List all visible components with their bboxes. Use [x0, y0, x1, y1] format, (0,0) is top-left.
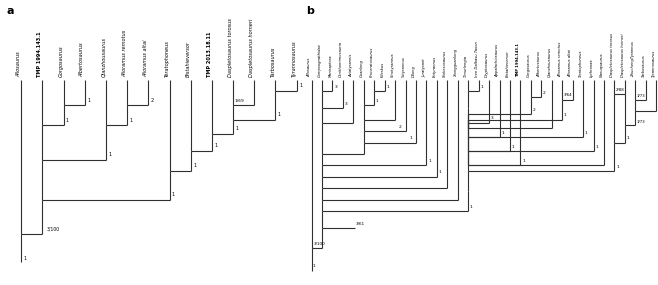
Text: TMP 2013.18.11: TMP 2013.18.11 [207, 31, 212, 77]
Text: Daspletosaurus torosus: Daspletosaurus torosus [611, 33, 615, 77]
Text: Lythronax: Lythronax [590, 58, 594, 77]
Text: 3/61: 3/61 [356, 222, 365, 226]
Text: Nanuqsaurus: Nanuqsaurus [600, 52, 604, 77]
Text: Allosaurus: Allosaurus [307, 58, 312, 77]
Text: Albertosaurus: Albertosaurus [80, 42, 85, 77]
Text: Appalachiosaurus: Appalachiosaurus [495, 44, 499, 77]
Text: 2: 2 [399, 125, 401, 129]
Text: 3: 3 [345, 102, 347, 106]
Text: 1: 1 [585, 131, 588, 135]
Text: 1: 1 [66, 117, 69, 123]
Text: Dryptosaurus: Dryptosaurus [485, 52, 489, 77]
Text: Aviatyrannis: Aviatyrannis [349, 54, 353, 77]
Text: Alioramus altai: Alioramus altai [569, 49, 572, 77]
Text: 1: 1 [130, 117, 133, 123]
Text: ZhuchengTyrannus: ZhuchengTyrannus [631, 41, 636, 77]
Text: Albertosaurus: Albertosaurus [538, 51, 542, 77]
Text: Timurlengia: Timurlengia [465, 55, 468, 77]
Text: Maniraptora: Maniraptora [328, 54, 332, 77]
Text: Alioramus altai: Alioramus altai [143, 39, 148, 77]
Text: 3/64: 3/64 [563, 93, 572, 97]
Text: 1: 1 [480, 85, 483, 89]
Text: 1/69: 1/69 [234, 99, 244, 103]
Text: Qianzhousaurus: Qianzhousaurus [101, 37, 106, 77]
Text: b: b [306, 6, 314, 16]
Text: Proceratosaurus: Proceratosaurus [370, 46, 374, 77]
Text: 1: 1 [24, 256, 27, 261]
Text: 2/88: 2/88 [615, 88, 624, 92]
Text: 1: 1 [439, 170, 442, 174]
Text: 1: 1 [470, 205, 472, 209]
Text: 1: 1 [313, 264, 315, 268]
Text: 1: 1 [512, 145, 515, 149]
Text: 1: 1 [299, 83, 302, 88]
Text: 1: 1 [172, 192, 175, 197]
Text: Tyrannosaurus: Tyrannosaurus [652, 50, 656, 77]
Text: 1: 1 [626, 136, 630, 140]
Text: Gorgosaurus: Gorgosaurus [527, 53, 531, 77]
Text: Bistahieversor: Bistahieversor [186, 41, 191, 77]
Text: TMP 1994.143.1: TMP 1994.143.1 [38, 31, 42, 77]
Text: 1: 1 [428, 159, 431, 163]
Text: Juratyrant: Juratyrant [422, 58, 426, 77]
Text: Xiongguanlong: Xiongguanlong [454, 49, 458, 77]
Text: Ornithomimosauria: Ornithomimosauria [339, 41, 343, 77]
Text: Eotyrannus: Eotyrannus [433, 56, 437, 77]
Text: Yutyrannus: Yutyrannus [401, 56, 405, 77]
Text: 3: 3 [491, 116, 494, 120]
Text: Iren Dalbasu Taxon: Iren Dalbasu Taxon [474, 41, 478, 77]
Text: Guanlong: Guanlong [360, 59, 364, 77]
Text: Tarbosaurus: Tarbosaurus [642, 54, 645, 77]
Text: 1: 1 [193, 163, 196, 168]
Text: 2: 2 [543, 91, 546, 95]
Text: TMP 1994.143.1: TMP 1994.143.1 [517, 43, 520, 77]
Text: Dilong: Dilong [412, 65, 416, 77]
Text: Allosaurus: Allosaurus [16, 51, 21, 77]
Text: Qianzhousaurus: Qianzhousaurus [547, 47, 552, 77]
Text: Tarbosaurus: Tarbosaurus [270, 46, 276, 77]
Text: 1/73: 1/73 [636, 120, 645, 124]
Text: Stokesosaurus: Stokesosaurus [443, 50, 447, 77]
Text: 1: 1 [376, 99, 379, 103]
Text: Tyrannosaurus: Tyrannosaurus [291, 40, 297, 77]
Text: Sinotyrannus: Sinotyrannus [391, 52, 395, 77]
Text: 1: 1 [595, 145, 598, 149]
Text: 1: 1 [215, 143, 217, 148]
Text: Daspletosaurus horneri: Daspletosaurus horneri [249, 19, 254, 77]
Text: 1: 1 [278, 112, 281, 117]
Text: 2/85: 2/85 [657, 105, 658, 109]
Text: 2: 2 [533, 108, 536, 112]
Text: 1: 1 [386, 85, 389, 89]
Text: Teratophoneus: Teratophoneus [164, 40, 170, 77]
Text: Kileskus: Kileskus [381, 62, 385, 77]
Text: 3/100: 3/100 [47, 226, 60, 231]
Text: Gorgosaurus: Gorgosaurus [59, 45, 64, 77]
Text: 2: 2 [151, 97, 154, 103]
Text: Daspletosaurus torosus: Daspletosaurus torosus [228, 18, 233, 77]
Text: 3: 3 [334, 85, 337, 89]
Text: 3/100: 3/100 [313, 242, 325, 246]
Text: 1: 1 [617, 165, 619, 169]
Text: 1: 1 [409, 136, 412, 140]
Text: 1: 1 [109, 152, 111, 157]
Text: a: a [6, 6, 14, 16]
Text: Bistahieversor: Bistahieversor [506, 50, 510, 77]
Text: Alioramus remotus: Alioramus remotus [122, 30, 127, 77]
Text: Teratophoneus: Teratophoneus [579, 50, 583, 77]
Text: Compsognathidae: Compsognathidae [318, 43, 322, 77]
Text: 1: 1 [564, 113, 567, 117]
Text: 1: 1 [87, 97, 90, 103]
Text: 1/73: 1/73 [636, 94, 645, 98]
Text: Alioramus remotus: Alioramus remotus [558, 42, 562, 77]
Text: Daspletosaurus horneri: Daspletosaurus horneri [621, 33, 625, 77]
Text: 1: 1 [501, 131, 504, 135]
Text: 1: 1 [236, 126, 239, 131]
Text: 1: 1 [522, 159, 525, 163]
